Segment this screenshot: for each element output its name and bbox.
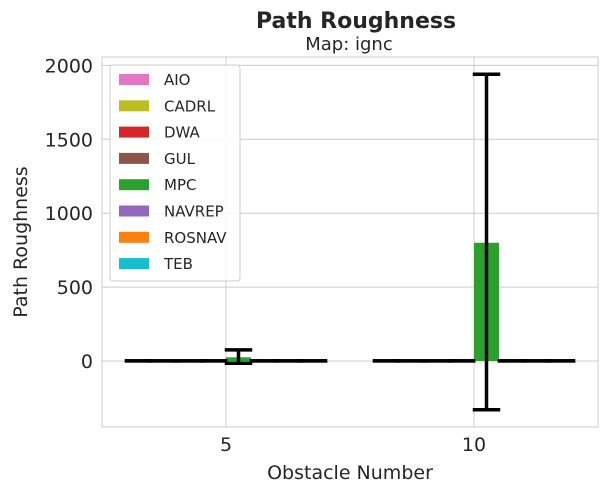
legend-swatch: [119, 126, 149, 138]
legend-entry-gul: GUL: [119, 150, 196, 168]
legend-entry-cadrl: CADRL: [119, 97, 216, 115]
legend-swatch: [119, 179, 149, 191]
errorbar-mpc-5: [224, 348, 253, 365]
legend-label: NAVREP: [164, 203, 224, 221]
legend-swatch: [119, 152, 149, 164]
x-axis-label: Obstacle Number: [267, 462, 433, 484]
x-tick-labels: 5 10: [220, 434, 486, 456]
legend-swatch: [119, 74, 149, 85]
legend-entry-mpc: MPC: [119, 176, 196, 194]
legend-label: AIO: [164, 71, 191, 89]
y-tick-label: 500: [57, 277, 93, 299]
legend-swatch: [119, 231, 149, 243]
legend-label: CADRL: [164, 97, 216, 115]
legend-label: DWA: [164, 124, 201, 142]
y-tick-label: 0: [81, 351, 93, 373]
y-tick-label: 2000: [45, 55, 93, 77]
errorbar-layer: [124, 72, 576, 412]
legend-entry-navrep: NAVREP: [119, 203, 224, 221]
y-axis-label: Path Roughness: [10, 166, 32, 317]
legend-swatch: [119, 258, 149, 270]
legend-entry-dwa: DWA: [119, 124, 201, 142]
legend-items: AIO CADRL DWA GUL MPC NAVREP ROSNAV TEB: [119, 71, 227, 273]
legend-entry-rosnav: ROSNAV: [119, 229, 227, 247]
chart-subtitle: Map: ignc: [305, 34, 393, 55]
y-tick-label: 1000: [45, 203, 93, 225]
legend-frame: [109, 64, 241, 282]
legend-entry-teb: TEB: [119, 255, 193, 273]
y-tick-labels: 0 500 1000 1500 2000: [45, 55, 93, 373]
legend-entry-aio: AIO: [119, 71, 191, 89]
legend-swatch: [119, 100, 149, 112]
legend-label: TEB: [163, 255, 193, 273]
x-tick-label: 5: [220, 434, 232, 456]
legend-swatch: [119, 205, 149, 217]
errorbar-mpc-10: [472, 72, 501, 412]
legend-label: GUL: [164, 150, 196, 168]
x-tick-label: 10: [462, 434, 486, 456]
legend-label: ROSNAV: [164, 229, 227, 247]
chart-title: Path Roughness: [256, 9, 456, 34]
legend: AIO CADRL DWA GUL MPC NAVREP ROSNAV TEB: [109, 64, 241, 282]
y-tick-label: 1500: [45, 129, 93, 151]
legend-label: MPC: [164, 176, 196, 194]
